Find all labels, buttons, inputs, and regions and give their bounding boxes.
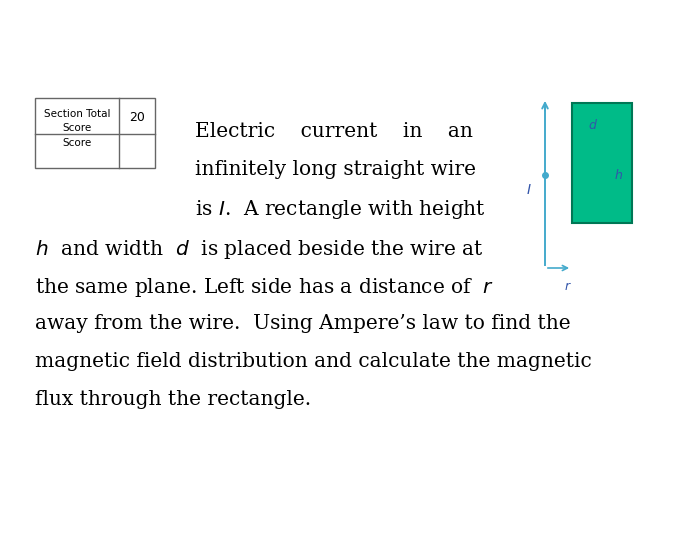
Text: Section Total: Section Total — [43, 109, 111, 119]
Text: 20: 20 — [129, 111, 145, 124]
Text: Score: Score — [62, 138, 92, 148]
Text: $h$: $h$ — [615, 168, 623, 182]
Text: Score: Score — [62, 123, 92, 133]
Text: $r$: $r$ — [564, 280, 572, 293]
Text: Electric    current    in    an: Electric current in an — [195, 122, 473, 141]
Text: the same plane. Left side has a distance of  $r$: the same plane. Left side has a distance… — [35, 276, 494, 299]
Text: is $I$.  A rectangle with height: is $I$. A rectangle with height — [195, 198, 486, 221]
Text: flux through the rectangle.: flux through the rectangle. — [35, 390, 311, 409]
Text: magnetic field distribution and calculate the magnetic: magnetic field distribution and calculat… — [35, 352, 592, 371]
Text: away from the wire.  Using Ampere’s law to find the: away from the wire. Using Ampere’s law t… — [35, 314, 570, 333]
Bar — [35, 98, 155, 168]
Text: $d$: $d$ — [588, 118, 598, 131]
Text: $I$: $I$ — [526, 183, 532, 197]
Text: infinitely long straight wire: infinitely long straight wire — [195, 160, 476, 179]
Text: $h$  and width  $d$  is placed beside the wire at: $h$ and width $d$ is placed beside the w… — [35, 238, 484, 261]
Bar — [572, 103, 632, 223]
